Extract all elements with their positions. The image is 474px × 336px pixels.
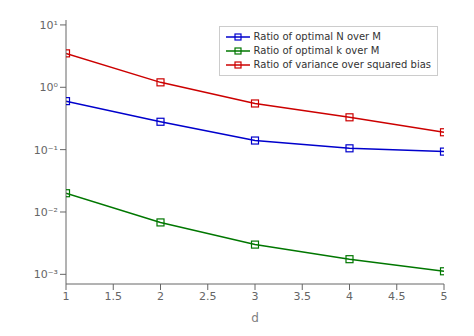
svg-text:5: 5 (441, 290, 448, 303)
html-text:Ratio of variance over squared: Ratio of variance over squared bias (253, 59, 431, 70)
svg-text:10¹: 10¹ (40, 19, 58, 32)
svg-text:10⁻¹: 10⁻¹ (34, 144, 58, 157)
svg-text:4: 4 (346, 290, 353, 303)
html-text:Ratio of optimal N over M: Ratio of optimal N over M (253, 31, 381, 42)
svg-text:3: 3 (252, 290, 259, 303)
svg-text:4.5: 4.5 (388, 290, 406, 303)
svg-text:10⁻³: 10⁻³ (34, 268, 58, 281)
svg-text:3.5: 3.5 (294, 290, 312, 303)
svg-text:d: d (251, 311, 259, 325)
svg-text:10⁰: 10⁰ (40, 81, 59, 94)
svg-text:2: 2 (157, 290, 164, 303)
svg-text:1.5: 1.5 (105, 290, 123, 303)
svg-text:10⁻²: 10⁻² (34, 206, 58, 219)
svg-text:2.5: 2.5 (199, 290, 217, 303)
html-text:Ratio of optimal k over M: Ratio of optimal k over M (253, 45, 380, 56)
svg-text:1: 1 (63, 290, 70, 303)
